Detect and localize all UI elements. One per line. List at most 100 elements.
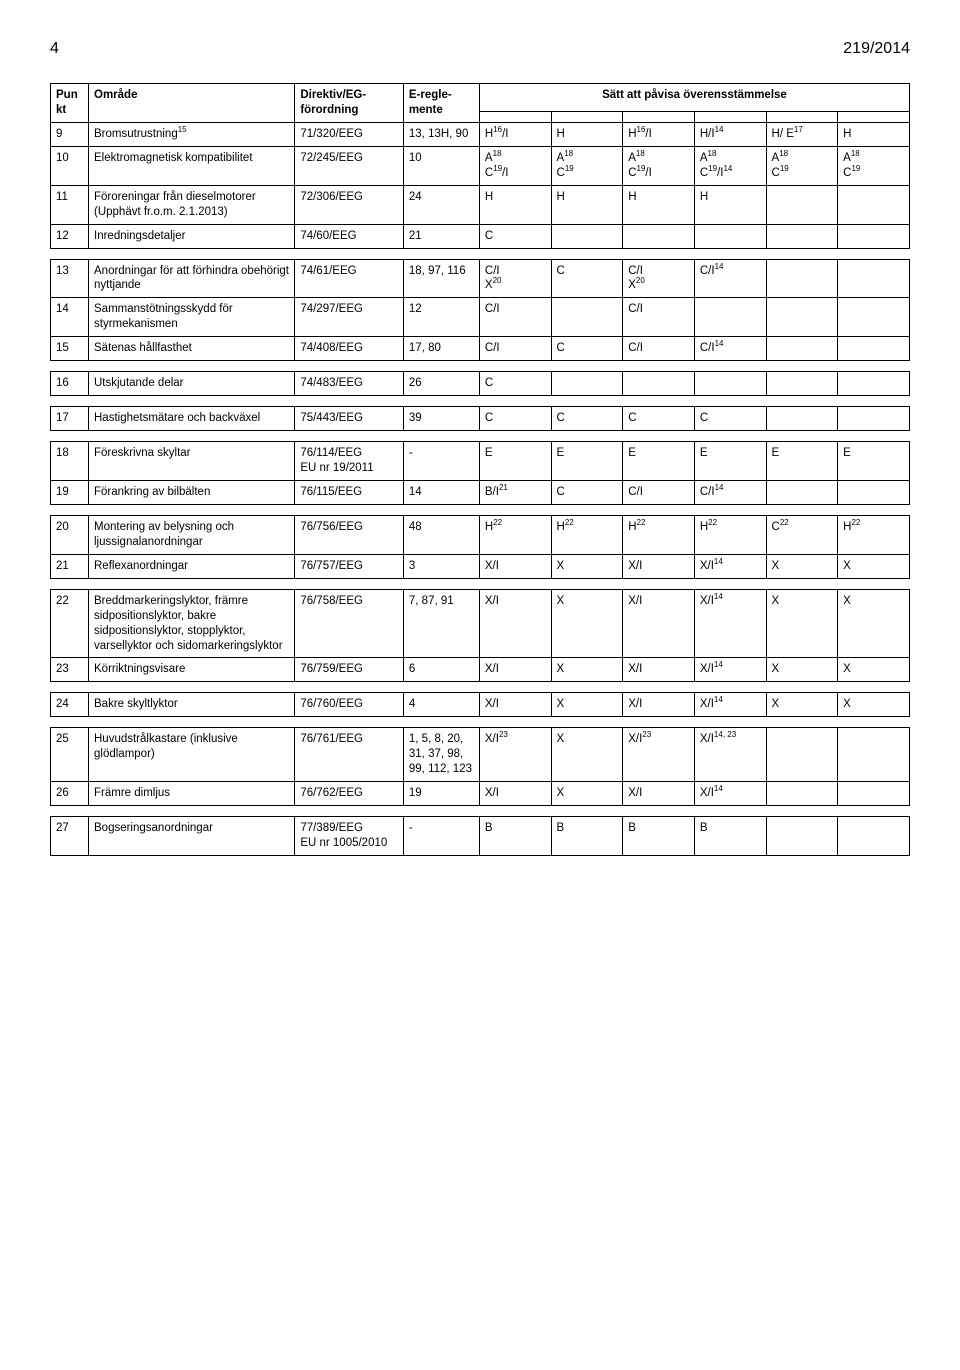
table-row: 9Bromsutrustning1571/320/EEG13, 13H, 90H… [51,122,910,146]
table-cell: - [403,442,479,481]
table-cell [838,782,910,806]
table-cell: 76/759/EEG [295,658,404,682]
table-cell [838,407,910,431]
table-row: 21Reflexanordningar76/757/EEG3X/IXX/IX/I… [51,554,910,578]
table-cell: Bakre skyltlyktor [89,693,295,717]
header-sub-5 [766,112,838,123]
regulation-table: Pun kt Område Direktiv/EG-förordning E-r… [50,83,910,856]
document-id: 219/2014 [843,40,910,58]
table-cell: 18, 97, 116 [403,259,479,298]
table-cell: X/I14 [694,782,766,806]
table-cell: 4 [403,693,479,717]
header-sub-6 [838,112,910,123]
header-eregl: E-regle-mente [403,84,479,123]
table-cell: X/I23 [623,728,695,782]
table-cell: 74/483/EEG [295,372,404,396]
table-cell: 14 [403,480,479,504]
table-cell: Montering av belysning och ljussignalano… [89,515,295,554]
table-cell: B/I21 [479,480,551,504]
table-cell: 76/114/EEGEU nr 19/2011 [295,442,404,481]
table-row: 23Körriktningsvisare76/759/EEG6X/IXX/IX/… [51,658,910,682]
table-cell: Bogseringsanordningar [89,817,295,856]
table-cell: 72/245/EEG [295,146,404,185]
table-cell: A18C19 [766,146,838,185]
table-cell: X [838,693,910,717]
table-cell: 25 [51,728,89,782]
table-cell: Inredningsdetaljer [89,224,295,248]
table-cell: X [838,554,910,578]
table-cell: B [551,817,623,856]
table-cell: 21 [403,224,479,248]
table-cell: Förankring av bilbälten [89,480,295,504]
table-cell: 19 [51,480,89,504]
table-cell: 18 [51,442,89,481]
table-cell: X [838,658,910,682]
table-cell: X/I [623,658,695,682]
table-cell [766,372,838,396]
table-cell: X/I14 [694,693,766,717]
table-cell [766,817,838,856]
table-cell: H22 [694,515,766,554]
table-cell: Reflexanordningar [89,554,295,578]
table-cell: 14 [51,298,89,337]
table-row: 26Främre dimljus76/762/EEG19X/IXX/IX/I14 [51,782,910,806]
table-cell: 71/320/EEG [295,122,404,146]
table-cell [551,224,623,248]
table-cell: 19 [403,782,479,806]
table-cell: 76/758/EEG [295,589,404,658]
table-cell: 15 [51,337,89,361]
table-cell [766,728,838,782]
table-cell: 39 [403,407,479,431]
table-cell: H16/I [623,122,695,146]
table-cell: H/I14 [694,122,766,146]
table-cell: Föreskrivna skyltar [89,442,295,481]
header-punkt: Pun kt [51,84,89,123]
spacer-row [51,717,910,728]
table-row: 15Sätenas hållfasthet74/408/EEG17, 80C/I… [51,337,910,361]
table-cell: 7, 87, 91 [403,589,479,658]
table-cell: 74/408/EEG [295,337,404,361]
table-cell: 74/61/EEG [295,259,404,298]
table-cell: C [551,259,623,298]
table-cell [694,298,766,337]
table-cell: X/I [623,693,695,717]
table-cell: H22 [623,515,695,554]
table-cell [551,372,623,396]
table-cell: X/I [479,554,551,578]
table-cell: H22 [479,515,551,554]
table-cell: 23 [51,658,89,682]
table-cell: X/I23 [479,728,551,782]
table-cell: X/I [479,589,551,658]
table-cell: E [479,442,551,481]
table-cell [838,337,910,361]
page-header: 4 219/2014 [50,40,910,58]
table-cell [838,224,910,248]
table-cell: 76/756/EEG [295,515,404,554]
table-cell: E [551,442,623,481]
table-row: 25Huvudstrålkastare (inklusive glödlampo… [51,728,910,782]
table-cell: X [838,589,910,658]
table-cell: 76/761/EEG [295,728,404,782]
table-cell: C/IX20 [623,259,695,298]
table-row: 18Föreskrivna skyltar76/114/EEGEU nr 19/… [51,442,910,481]
table-cell: C/I [623,298,695,337]
table-cell: 27 [51,817,89,856]
spacer-row [51,396,910,407]
table-cell: Utskjutande delar [89,372,295,396]
table-cell: H [551,122,623,146]
table-cell: Sammanstötningsskydd för styrmekanismen [89,298,295,337]
table-cell: 76/757/EEG [295,554,404,578]
header-sub-3 [623,112,695,123]
table-cell: X/I [479,782,551,806]
table-cell [766,480,838,504]
table-cell: X [551,554,623,578]
table-cell: 24 [403,185,479,224]
header-sub-4 [694,112,766,123]
table-cell: Elektromagnetisk kompatibilitet [89,146,295,185]
table-row: 17Hastighetsmätare och backväxel75/443/E… [51,407,910,431]
table-cell: X/I14, 23 [694,728,766,782]
table-cell: 21 [51,554,89,578]
table-cell: 22 [51,589,89,658]
table-cell: Huvudstrålkastare (inklusive glödlampor) [89,728,295,782]
table-row: 22Breddmarkeringslyktor, främre sidposit… [51,589,910,658]
